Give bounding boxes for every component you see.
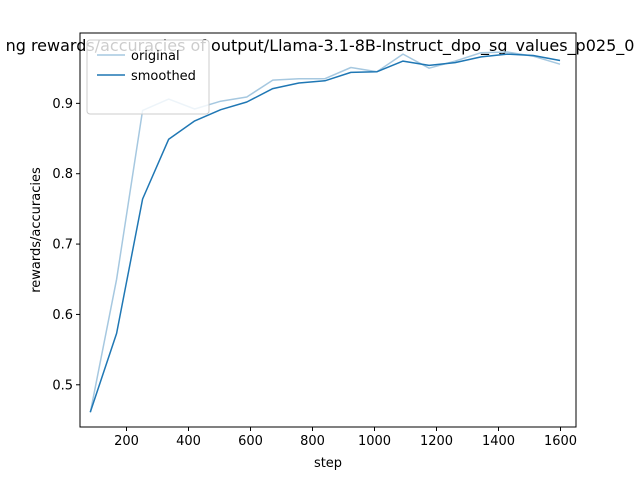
y-tick-label: 0.9 [52, 97, 73, 112]
x-tick-label: 800 [300, 434, 325, 449]
legend-label-original: original [131, 49, 180, 64]
legend-label-smoothed: smoothed [131, 69, 196, 84]
x-tick-label: 1400 [482, 434, 515, 449]
y-axis-ticks: 0.5 0.6 0.7 0.8 0.9 [52, 97, 80, 393]
x-tick-label: 1600 [544, 434, 577, 449]
plot-frame [79, 32, 577, 428]
x-tick-label: 200 [114, 434, 139, 449]
legend-box [86, 39, 210, 115]
x-axis-ticks: 200 400 600 800 1000 1200 1400 1600 [114, 427, 577, 449]
x-tick-label: 1000 [358, 434, 391, 449]
x-tick-label: 600 [238, 434, 263, 449]
series-line-smoothed [89, 53, 561, 413]
y-axis-label: rewards/accuracies [29, 167, 44, 293]
x-tick-label: 400 [176, 434, 201, 449]
legend: original smoothed [86, 39, 210, 115]
y-tick-label: 0.8 [52, 167, 73, 182]
y-tick-label: 0.7 [52, 238, 73, 253]
y-tick-label: 0.5 [52, 378, 73, 393]
x-axis-label: step [314, 456, 342, 471]
x-tick-label: 1200 [420, 434, 453, 449]
y-tick-label: 0.6 [52, 308, 73, 323]
